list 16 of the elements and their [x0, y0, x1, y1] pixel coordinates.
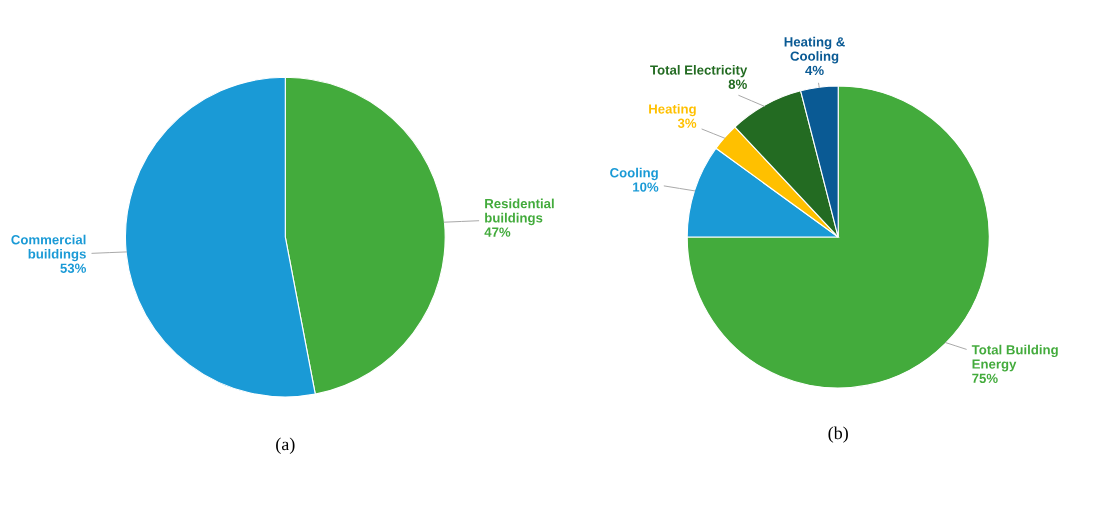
data-label: 4% — [805, 65, 824, 76]
text: (a) — [276, 437, 295, 454]
slice-label: Commercial buildings — [11, 234, 86, 262]
data-label: 8% — [728, 79, 747, 89]
slice-label: Total Building Energy — [971, 344, 1058, 372]
slice-label: Total Electricity — [650, 65, 748, 78]
slice-label: Heating & Cooling — [784, 36, 845, 64]
data-label: 53% — [60, 263, 87, 273]
data-label: 47% — [484, 227, 511, 237]
slice-label: Heating — [649, 103, 696, 117]
text: (b) — [828, 426, 848, 443]
slice-label: Residential buildings — [485, 198, 554, 226]
data-label: 75% — [972, 373, 998, 383]
data-label: 10% — [633, 182, 659, 192]
data-label: 3% — [677, 118, 697, 128]
slice-label: Cooling — [610, 167, 658, 181]
